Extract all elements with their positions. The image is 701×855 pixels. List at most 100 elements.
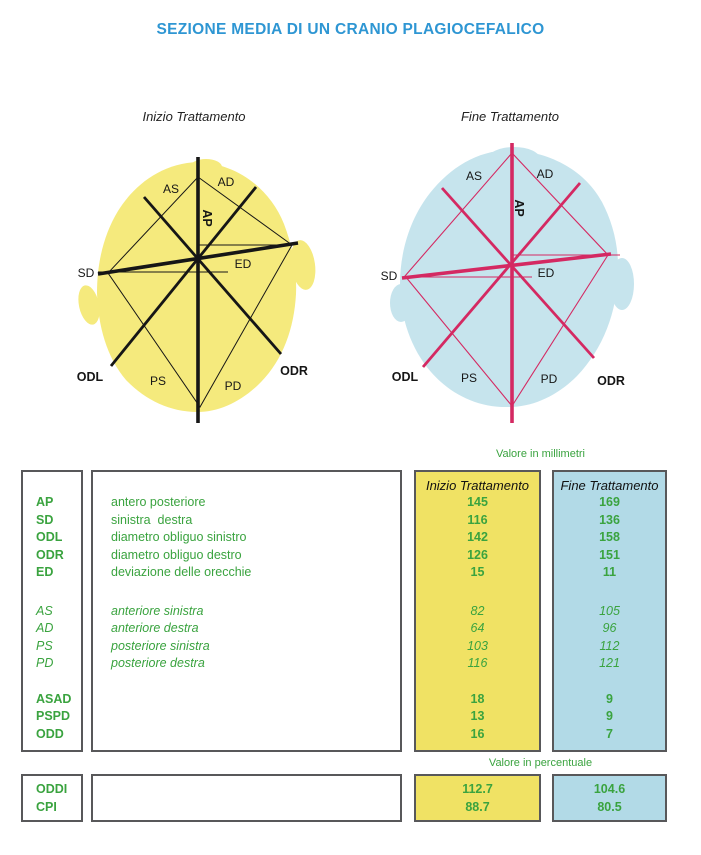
row-value-fine: 112	[599, 638, 620, 653]
left-ear-bump	[78, 285, 100, 325]
table-row: ODR diametro obliguo destro 126 151	[0, 547, 701, 565]
label-ps: PS	[150, 374, 166, 388]
odl-diagonal-line	[109, 186, 258, 367]
row-abbr: PD	[36, 656, 54, 670]
head-top-bump	[488, 147, 540, 171]
row-desc: anteriore destra	[111, 621, 199, 635]
label-as: AS	[163, 182, 179, 196]
row-value-fine: 9	[606, 709, 613, 723]
label-ad: AD	[218, 175, 235, 189]
table-row: ODL diametro obliguo sinistro 142 158	[0, 529, 701, 547]
row-value-inizio: 116	[467, 656, 488, 670]
row-value-inizio: 82	[470, 603, 485, 618]
row-value-fine: 96	[602, 621, 617, 635]
fine-column-box	[552, 470, 667, 752]
percentage-rows: ODDI 112.7 104.6 CPI 88.7 80.5	[0, 781, 701, 816]
row-abbr: ODDI	[36, 782, 68, 796]
description-column-box-pct	[91, 774, 402, 822]
row-value-fine: 158	[599, 530, 620, 544]
label-ps: PS	[461, 371, 477, 385]
skull-diagram-fine: AS AD AP SD ED ODL PS PD ODR	[381, 143, 634, 423]
column-header-inizio: Inizio Trattamento	[425, 478, 530, 493]
inizio-column-box	[414, 470, 541, 752]
row-spacer	[0, 582, 701, 603]
row-value-fine: 9	[606, 691, 613, 706]
label-pd: PD	[541, 372, 558, 386]
row-value-inizio: 142	[467, 530, 488, 544]
measurement-rows: AP antero posteriore 145 169 SD sinistra…	[0, 494, 701, 743]
label-sd: SD	[381, 269, 398, 283]
row-value-fine: 121	[599, 656, 620, 670]
head-shape-fine	[390, 147, 634, 408]
table-row: ODDI 112.7 104.6	[0, 781, 701, 799]
description-column-box	[91, 470, 402, 752]
table-row: PS posteriore sinistra 103 112	[0, 638, 701, 656]
row-abbr: PSPD	[36, 709, 71, 723]
table-row: ED deviazione delle orecchie 15 11	[0, 564, 701, 582]
label-ed: ED	[235, 257, 252, 271]
table-row: AD anteriore destra 64 96	[0, 620, 701, 638]
label-ad: AD	[537, 167, 554, 181]
row-value-fine: 11	[602, 565, 617, 579]
right-diagram-title: Fine Trattamento	[460, 109, 560, 124]
label-pd: PD	[225, 379, 242, 393]
abbr-column-box-pct	[21, 774, 83, 822]
table-row: CPI 88.7 80.5	[0, 799, 701, 817]
label-ap: AP	[512, 199, 526, 216]
row-desc: sinistra destra	[111, 512, 193, 527]
fine-column-box-pct	[552, 774, 667, 822]
row-value-inizio: 116	[467, 512, 488, 527]
row-value-fine: 80.5	[597, 799, 622, 814]
left-ear-bump	[390, 284, 412, 322]
row-abbr: ASAD	[36, 691, 72, 706]
row-desc: posteriore destra	[111, 656, 205, 670]
row-abbr: PS	[36, 638, 53, 653]
row-value-inizio: 13	[470, 709, 485, 723]
unit-label-percentuale: Valore in percentuale	[488, 757, 593, 769]
row-desc: diametro obliguo sinistro	[111, 530, 247, 544]
row-value-inizio: 18	[470, 691, 485, 706]
odr-diagonal-line	[440, 187, 596, 359]
row-value-fine: 151	[599, 547, 620, 562]
row-abbr: CPI	[36, 799, 57, 814]
odl-diagonal-line	[421, 182, 582, 368]
row-value-fine: 104.6	[593, 782, 626, 796]
inizio-column-box-pct	[414, 774, 541, 822]
row-value-inizio: 15	[470, 565, 485, 579]
label-as: AS	[466, 169, 482, 183]
row-desc: posteriore sinistra	[111, 638, 210, 653]
unit-label-millimetri: Valore in millimetri	[495, 448, 586, 460]
row-value-fine: 105	[599, 603, 620, 618]
row-value-inizio: 16	[470, 726, 485, 741]
sd-axis-line	[401, 252, 612, 280]
table-row: AP antero posteriore 145 169	[0, 494, 701, 512]
quadrant-outline	[107, 176, 293, 408]
row-value-inizio: 88.7	[465, 799, 490, 814]
row-abbr: ODR	[36, 547, 64, 562]
row-value-fine: 136	[599, 512, 620, 527]
abbr-column-box	[21, 470, 83, 752]
row-value-inizio: 112.7	[462, 782, 493, 796]
row-abbr: AS	[36, 603, 53, 618]
row-abbr: AD	[36, 621, 54, 635]
label-odr: ODR	[597, 374, 625, 388]
row-abbr: ODD	[36, 726, 64, 741]
table-row: ASAD 18 9	[0, 691, 701, 709]
right-ear-bump	[610, 258, 634, 310]
row-desc: diametro obliguo destro	[111, 547, 242, 562]
row-value-inizio: 64	[470, 621, 485, 635]
table-row: AS anteriore sinistra 82 105	[0, 603, 701, 621]
label-ed: ED	[538, 266, 555, 280]
row-abbr: ODL	[36, 530, 63, 544]
table-row: ODD 16 7	[0, 726, 701, 744]
row-value-fine: 7	[606, 726, 613, 741]
row-desc: antero posteriore	[111, 495, 206, 509]
table-row: PD posteriore destra 116 121	[0, 655, 701, 673]
label-ap: AP	[200, 209, 214, 226]
column-header-fine: Fine Trattamento	[560, 478, 659, 493]
label-odl: ODL	[77, 370, 104, 384]
page-title: SEZIONE MEDIA DI UN CRANIO PLAGIOCEFALIC…	[156, 21, 545, 38]
right-ear-bump	[290, 240, 316, 290]
label-odl: ODL	[392, 370, 419, 384]
row-value-fine: 169	[599, 495, 620, 509]
